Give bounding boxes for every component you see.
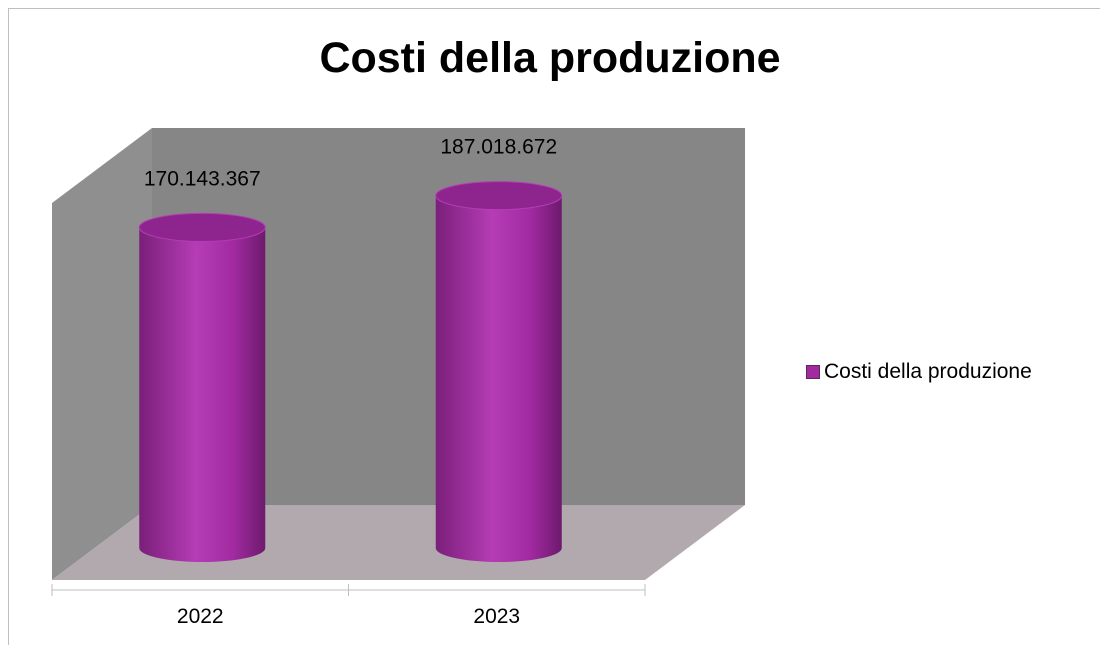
data-label: 170.143.367: [144, 167, 261, 190]
x-axis: [51, 584, 646, 596]
x-tick-label: 2022: [177, 605, 224, 628]
bar-body: [435, 195, 562, 563]
x-tick-label: 2023: [473, 605, 520, 628]
bar-top: [435, 181, 563, 211]
legend-label: Costi della produzione: [824, 360, 1032, 383]
chart-title: Costi della produzione: [319, 34, 781, 82]
bar-body: [139, 227, 266, 563]
side-wall: [52, 128, 152, 580]
x-tick-labels: 2022 2023: [177, 605, 520, 628]
bar-2023: [435, 181, 563, 563]
chart-frame: [8, 8, 1100, 645]
legend-swatch: [806, 365, 820, 379]
bar-top: [138, 212, 266, 242]
data-labels: 170.143.367 187.018.672: [144, 136, 557, 191]
data-label: 187.018.672: [440, 136, 557, 159]
bar-2022: [138, 212, 266, 563]
legend: Costi della produzione: [806, 360, 1032, 384]
bar-series: [138, 181, 563, 563]
